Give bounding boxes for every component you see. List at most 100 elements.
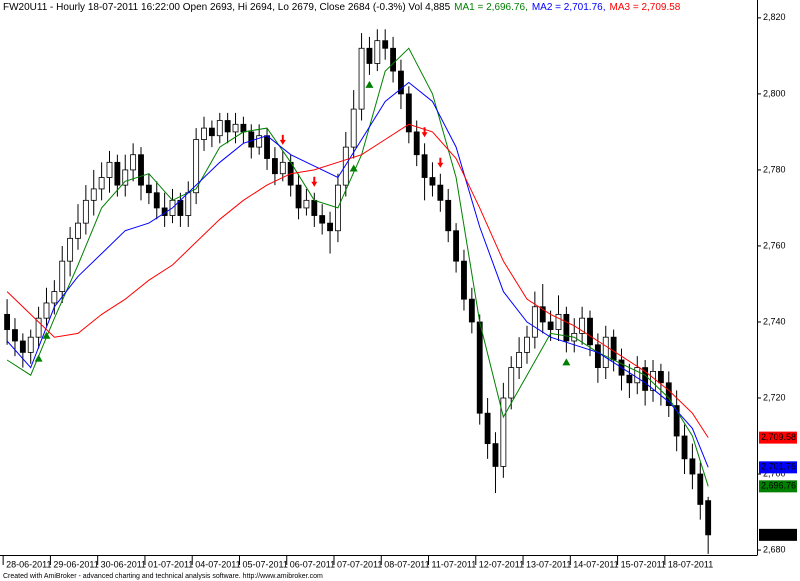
candle-body (327, 222, 333, 232)
candle-body (114, 161, 121, 186)
candle-body (216, 120, 223, 137)
candle-body (492, 443, 499, 467)
candle-body (35, 317, 42, 338)
price-box (759, 431, 797, 444)
candle-body (193, 139, 200, 194)
x-tick-label: 11-07-2011 (432, 559, 477, 569)
candle-body (366, 47, 373, 64)
candle-body (689, 458, 696, 475)
legend-entry: MA2 = 2,701.76, (532, 2, 606, 13)
candle-body (295, 184, 302, 209)
legend-entry: MA3 = 2,709.58 (609, 2, 680, 13)
y-tick-label: 2,720 (763, 392, 786, 402)
candle-body (256, 135, 263, 148)
x-tick-label: 05-07-2011 (242, 559, 287, 569)
candle-body (271, 158, 278, 175)
candle-body (484, 412, 491, 445)
candle-body (232, 123, 239, 133)
candle-body (579, 317, 586, 334)
x-tick-label: 14-07-2011 (573, 559, 618, 569)
price-box (759, 528, 797, 541)
candle-body (445, 199, 452, 232)
header-text: FW20U11 - Hourly 18-07-2011 16:22:00 Ope… (3, 2, 451, 13)
y-tick-label: 2,760 (763, 240, 786, 250)
x-tick-label: 13-07-2011 (526, 559, 571, 569)
candle-body (555, 313, 562, 330)
x-tick-label: 29-06-2011 (53, 559, 98, 569)
candle-body (516, 351, 523, 368)
candle-body (319, 215, 326, 224)
x-tick-label: 07-07-2011 (337, 559, 382, 569)
candle-body (51, 291, 58, 304)
y-tick-label: 2,800 (763, 88, 786, 98)
candle-body (563, 313, 570, 342)
candle-body (185, 192, 192, 216)
candle-body (248, 131, 255, 148)
candle-body (90, 188, 97, 201)
candle-body (311, 199, 318, 216)
ma-line (6, 123, 709, 438)
candle-body (626, 374, 633, 384)
candle-body (547, 321, 554, 330)
price-box-label: 2,701.76 (761, 462, 796, 472)
candle-body (153, 192, 160, 209)
candle-body (358, 47, 365, 110)
candle-body (642, 367, 649, 391)
candle-body (240, 123, 247, 133)
y-tick-label: 2,680 (763, 544, 786, 554)
candle-body (145, 184, 152, 194)
candle-body (398, 70, 404, 95)
candle-body (264, 135, 270, 159)
candle-body (413, 131, 420, 156)
candle-body (75, 222, 81, 239)
price-box-label: 2,696.76 (761, 481, 796, 491)
candle-body (390, 47, 396, 72)
price-box-label: 2,684 (761, 529, 784, 539)
candle-body (19, 340, 26, 353)
candle-body (303, 199, 310, 209)
candle-body (4, 313, 11, 330)
candle-body (587, 317, 593, 346)
candle-body (98, 177, 105, 190)
candle-body (468, 298, 475, 323)
x-tick-label: 01-07-2011 (148, 559, 193, 569)
sell-signal (421, 127, 428, 138)
x-tick-label: 15-07-2011 (621, 559, 666, 569)
y-tick-label: 2,820 (763, 12, 786, 22)
x-tick-label: 30-06-2011 (101, 559, 146, 569)
footer: Created with AmiBroker - advanced charti… (3, 573, 323, 580)
candle-body (673, 405, 680, 437)
candle-body (342, 146, 349, 186)
candle-body (224, 120, 231, 133)
x-tick-label: 08-07-2011 (384, 559, 429, 569)
buy-signal (34, 354, 43, 362)
candle-body (697, 473, 704, 505)
ma-line (6, 81, 709, 468)
candle-body (539, 306, 546, 323)
candle-body (208, 127, 215, 137)
sell-signal (437, 157, 444, 168)
candle-body (82, 199, 89, 224)
legend-entry: MA1 = 2,696.76, (454, 2, 528, 13)
buy-signal (365, 80, 374, 88)
candle-body (594, 344, 601, 368)
candle-body (382, 40, 389, 49)
price-box (759, 480, 797, 493)
candle-body (461, 260, 467, 300)
x-tick-label: 06-07-2011 (290, 559, 335, 569)
y-tick-label: 2,700 (763, 468, 786, 478)
sell-signal (279, 134, 286, 145)
price-box (759, 461, 797, 474)
candle-body (602, 336, 609, 368)
candle-body (500, 397, 507, 467)
candle-body (681, 435, 688, 460)
candle-body (437, 184, 444, 201)
candle-body (657, 370, 664, 384)
candle-body (279, 161, 286, 175)
candle-body (59, 260, 66, 292)
candle-body (476, 321, 483, 414)
candle-body (531, 306, 538, 338)
candle-body (429, 177, 436, 186)
